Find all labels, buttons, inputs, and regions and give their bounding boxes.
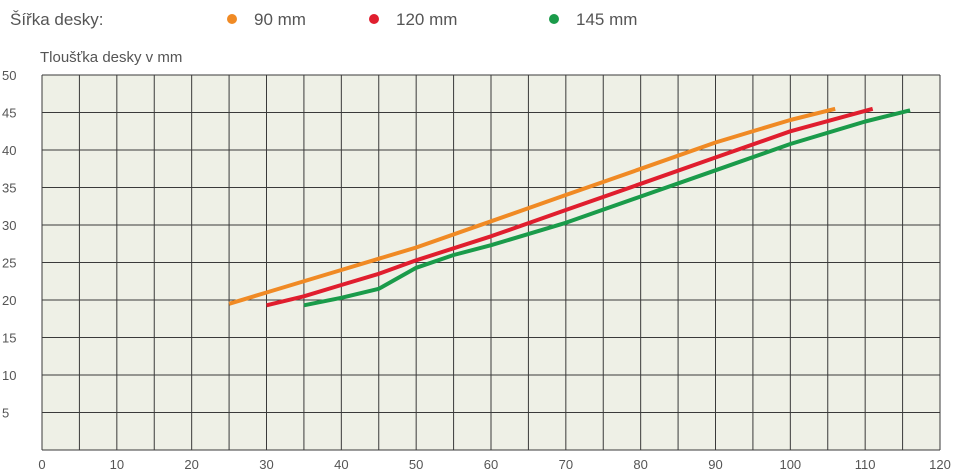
- y-tick-label: 5: [2, 406, 9, 421]
- x-tick-label: 120: [929, 457, 951, 472]
- x-tick-label: 60: [484, 457, 498, 472]
- y-tick-label: 25: [2, 256, 16, 271]
- legend-label: 145 mm: [576, 10, 637, 29]
- series-line-120-mm: [266, 106, 874, 308]
- x-tick-label: 80: [633, 457, 647, 472]
- x-tick-label: 20: [184, 457, 198, 472]
- series-line-90-mm: [228, 106, 836, 306]
- x-tick-label: 70: [559, 457, 573, 472]
- y-tick-label: 35: [2, 181, 16, 196]
- legend: 90 mm 120 mm 145 mm: [227, 10, 637, 29]
- y-tick-label: 30: [2, 218, 16, 233]
- y-tick-label: 50: [2, 68, 16, 83]
- x-tick-label: 0: [38, 457, 45, 472]
- series-line-145-mm: [303, 108, 911, 308]
- x-tick-label: 40: [334, 457, 348, 472]
- legend-marker: [369, 14, 379, 24]
- x-tick-label: 10: [110, 457, 124, 472]
- legend-label: 90 mm: [254, 10, 306, 29]
- legend-title: Šířka desky:: [10, 10, 104, 29]
- x-tick-label: 110: [855, 457, 876, 472]
- legend-marker: [549, 14, 559, 24]
- y-tick-labels: 50 45 40 35 30 25 20 15 10 5: [2, 68, 16, 421]
- grid: [41, 74, 941, 451]
- y-tick-label: 20: [2, 293, 16, 308]
- y-tick-label: 15: [2, 331, 16, 346]
- y-tick-label: 10: [2, 368, 16, 383]
- x-tick-label: 90: [708, 457, 722, 472]
- y-tick-label: 45: [2, 106, 16, 121]
- series-lines: [228, 106, 911, 308]
- y-axis-label: Tloušťka desky v mm: [40, 49, 182, 66]
- y-tick-label: 40: [2, 143, 16, 158]
- legend-label: 120 mm: [396, 10, 457, 29]
- x-tick-labels: 0 10 20 30 40 50 60 70 80 90 100 110 120: [38, 457, 950, 472]
- legend-marker: [227, 14, 237, 24]
- x-tick-label: 50: [409, 457, 423, 472]
- x-tick-label: 100: [779, 457, 801, 472]
- x-tick-label: 30: [259, 457, 273, 472]
